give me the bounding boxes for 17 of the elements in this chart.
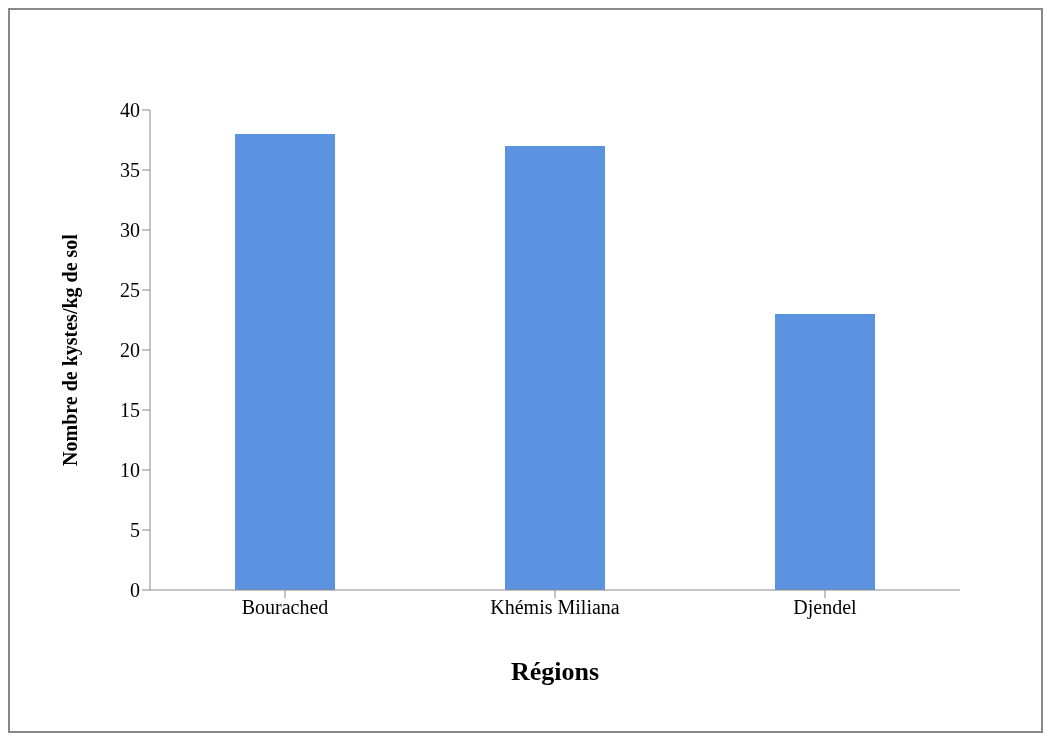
bar <box>235 134 335 590</box>
bar <box>775 314 875 590</box>
bar <box>505 146 605 590</box>
x-tick-label: Djendel <box>793 596 858 620</box>
y-tick-label: 15 <box>120 399 140 422</box>
y-axis-title: Nombre de kystes/kg de sol <box>59 233 83 466</box>
y-tick-label: 30 <box>120 219 140 242</box>
y-tick-label: 20 <box>120 339 140 362</box>
y-tick-label: 5 <box>130 519 140 542</box>
x-axis-title: Régions <box>510 657 600 686</box>
y-tick-label: 35 <box>120 159 140 182</box>
x-tick-label: Bourached <box>241 596 329 619</box>
x-tick-label: Khémis Miliana <box>490 596 620 619</box>
y-tick-label: 10 <box>120 459 140 482</box>
y-tick-label: 0 <box>130 579 140 602</box>
y-tick-label: 40 <box>120 99 140 122</box>
y-tick-label: 25 <box>120 279 140 302</box>
